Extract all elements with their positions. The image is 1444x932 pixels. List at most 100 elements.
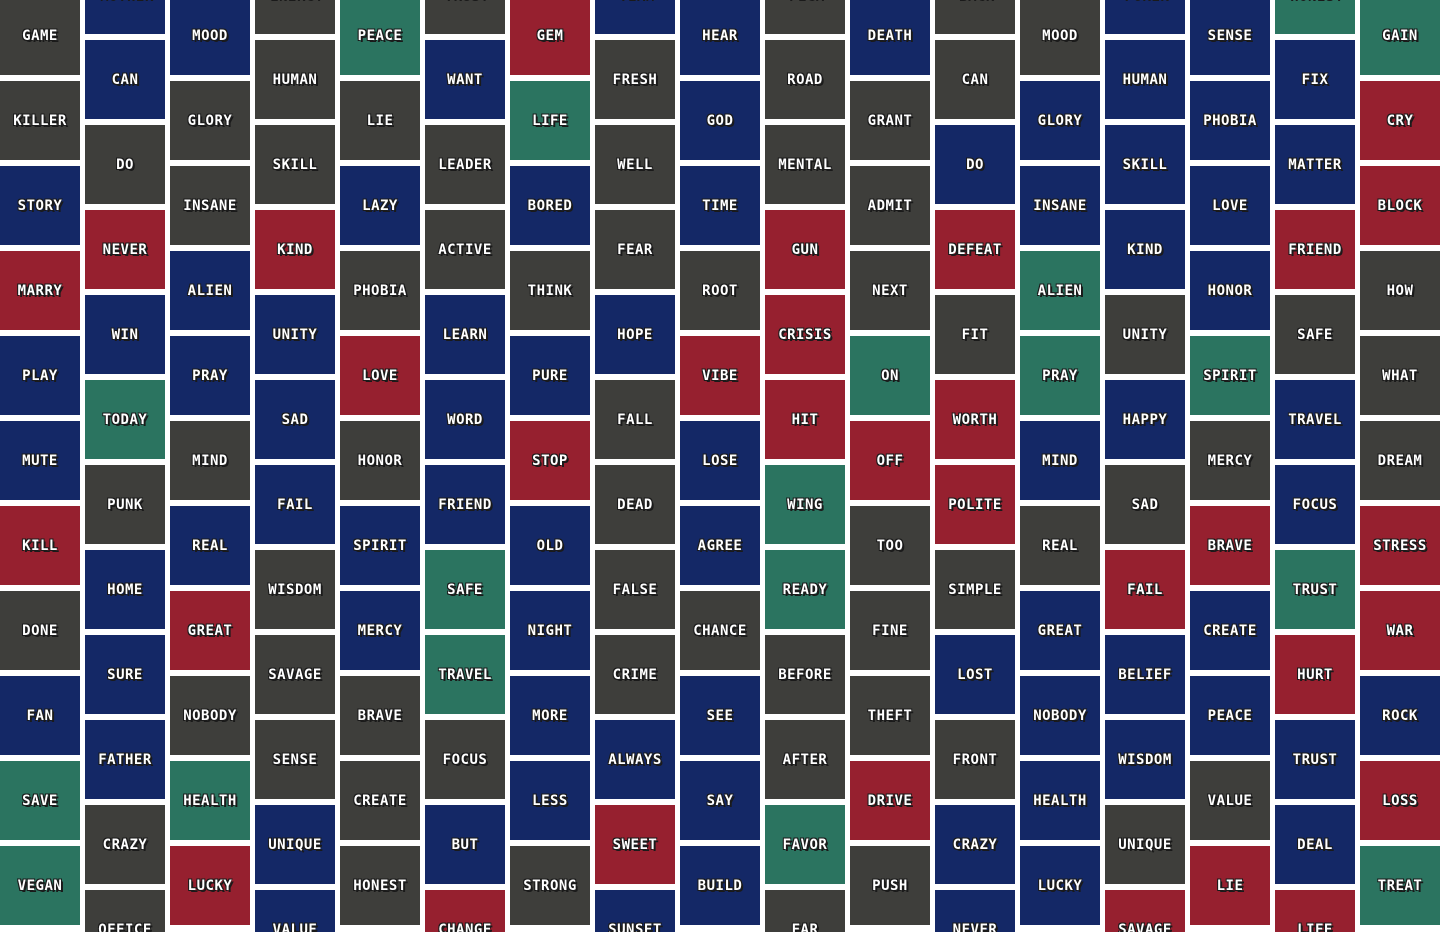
word-tile[interactable]: DO (85, 125, 165, 204)
word-tile[interactable]: WAR (1360, 591, 1440, 670)
word-tile[interactable]: SIMPLE (935, 550, 1015, 629)
word-tile[interactable]: HONEST (340, 846, 420, 925)
word-tile[interactable]: HONOR (1190, 251, 1270, 330)
word-tile[interactable]: PEGA (765, 0, 845, 34)
word-tile[interactable]: STRESS (1360, 506, 1440, 585)
word-tile[interactable]: GRANT (850, 81, 930, 160)
word-tile[interactable]: SKILL (1105, 125, 1185, 204)
word-tile[interactable]: LOVE (340, 336, 420, 415)
word-tile[interactable]: PURE (510, 336, 590, 415)
word-tile[interactable]: WANT (425, 40, 505, 119)
word-tile[interactable]: ALIEN (1020, 251, 1100, 330)
word-tile[interactable]: MUTE (0, 421, 80, 500)
word-tile[interactable]: FEAR (595, 210, 675, 289)
word-tile[interactable]: GOD (680, 81, 760, 160)
word-tile[interactable]: HONOR (340, 421, 420, 500)
word-tile[interactable]: SENSE (1190, 0, 1270, 75)
word-tile[interactable]: DEFEAT (935, 210, 1015, 289)
word-tile[interactable]: STOP (510, 421, 590, 500)
word-tile[interactable]: CREATE (340, 761, 420, 840)
word-tile[interactable]: WHAT (1360, 336, 1440, 415)
word-tile[interactable]: WIN (85, 295, 165, 374)
word-tile[interactable]: WORD (425, 380, 505, 459)
word-tile[interactable]: NIGHT (510, 591, 590, 670)
word-tile[interactable]: UNIQUE (1105, 805, 1185, 884)
word-tile[interactable]: HEAR (680, 0, 760, 75)
word-tile[interactable]: LEADER (425, 125, 505, 204)
word-tile[interactable]: PLAY (0, 336, 80, 415)
word-tile[interactable]: LESS (510, 761, 590, 840)
word-tile[interactable]: FAN (0, 676, 80, 755)
word-tile[interactable]: SURE (85, 635, 165, 714)
word-tile[interactable]: LIFE (510, 81, 590, 160)
word-tile[interactable]: BELIEF (1105, 635, 1185, 714)
word-tile[interactable]: CRY (1360, 81, 1440, 160)
word-tile[interactable]: PRAY (1020, 336, 1100, 415)
word-tile[interactable]: GEM (510, 0, 590, 75)
word-tile[interactable]: HOME (85, 550, 165, 629)
word-tile[interactable]: CHANGE (425, 890, 505, 932)
word-tile[interactable]: WISDOM (255, 550, 335, 629)
word-tile[interactable]: LAZY (340, 166, 420, 245)
word-tile[interactable]: FRIEND (1275, 210, 1355, 289)
word-tile[interactable]: SKILL (255, 125, 335, 204)
word-tile[interactable]: NEXT (850, 251, 930, 330)
word-tile[interactable]: GLORY (1020, 81, 1100, 160)
word-tile[interactable]: LIE (340, 81, 420, 160)
word-tile[interactable]: DONE (0, 591, 80, 670)
word-tile[interactable]: VEGAN (0, 846, 80, 925)
word-tile[interactable]: TRUST (425, 0, 505, 34)
word-tile[interactable]: UNIQUE (255, 805, 335, 884)
word-tile[interactable]: REAL (1020, 506, 1100, 585)
word-tile[interactable]: UNITY (255, 295, 335, 374)
word-tile[interactable]: READY (765, 550, 845, 629)
word-tile[interactable]: MOTHER (85, 0, 165, 34)
word-tile[interactable]: BRAVE (1190, 506, 1270, 585)
word-tile[interactable]: GAIN (1360, 0, 1440, 75)
word-tile[interactable]: FIX (1275, 40, 1355, 119)
word-tile[interactable]: PRAY (170, 336, 250, 415)
word-tile[interactable]: HONEST (1275, 0, 1355, 34)
word-tile[interactable]: BEFORE (765, 635, 845, 714)
word-tile[interactable]: FALL (595, 380, 675, 459)
word-tile[interactable]: MIND (170, 421, 250, 500)
word-tile[interactable]: PHOBIA (1190, 81, 1270, 160)
word-tile[interactable]: SAVE (0, 761, 80, 840)
word-tile[interactable]: TRUST (1275, 720, 1355, 799)
word-tile[interactable]: SAFE (425, 550, 505, 629)
word-tile[interactable]: WORTH (935, 380, 1015, 459)
word-tile[interactable]: THEFT (850, 676, 930, 755)
word-tile[interactable]: THINK (510, 251, 590, 330)
word-tile[interactable]: WISDOM (1105, 720, 1185, 799)
word-tile[interactable]: ON (850, 336, 930, 415)
word-tile[interactable]: BLOCK (1360, 166, 1440, 245)
word-tile[interactable]: DEAL (1275, 805, 1355, 884)
word-tile[interactable]: MOOD (170, 0, 250, 75)
word-tile[interactable]: SEE (680, 676, 760, 755)
word-tile[interactable]: TOO (850, 506, 930, 585)
word-tile[interactable]: UNITY (1105, 295, 1185, 374)
word-tile[interactable]: CRIME (595, 635, 675, 714)
word-tile[interactable]: NEVER (85, 210, 165, 289)
word-tile[interactable]: GREAT (1020, 591, 1100, 670)
word-tile[interactable]: POKER (1105, 0, 1185, 34)
word-tile[interactable]: FATHER (85, 720, 165, 799)
word-tile[interactable]: PUSH (850, 846, 930, 925)
word-tile[interactable]: TODAY (85, 380, 165, 459)
word-tile[interactable]: VALUE (1190, 761, 1270, 840)
word-tile[interactable]: ROAD (765, 40, 845, 119)
word-tile[interactable]: POLITE (935, 465, 1015, 544)
word-tile[interactable]: MATTER (1275, 125, 1355, 204)
word-tile[interactable]: BUT (425, 805, 505, 884)
word-tile[interactable]: LIFE (1275, 890, 1355, 932)
word-tile[interactable]: FIT (935, 295, 1015, 374)
word-tile[interactable]: KIND (1105, 210, 1185, 289)
word-tile[interactable]: LIE (1190, 846, 1270, 925)
word-tile[interactable]: OFFICE (85, 890, 165, 932)
word-tile[interactable]: PEACE (1190, 676, 1270, 755)
word-tile[interactable]: DREAM (1360, 421, 1440, 500)
word-tile[interactable]: MORE (510, 676, 590, 755)
word-tile[interactable]: ACTIVE (425, 210, 505, 289)
word-tile[interactable]: FAIL (255, 465, 335, 544)
word-tile[interactable]: MERCY (1190, 421, 1270, 500)
